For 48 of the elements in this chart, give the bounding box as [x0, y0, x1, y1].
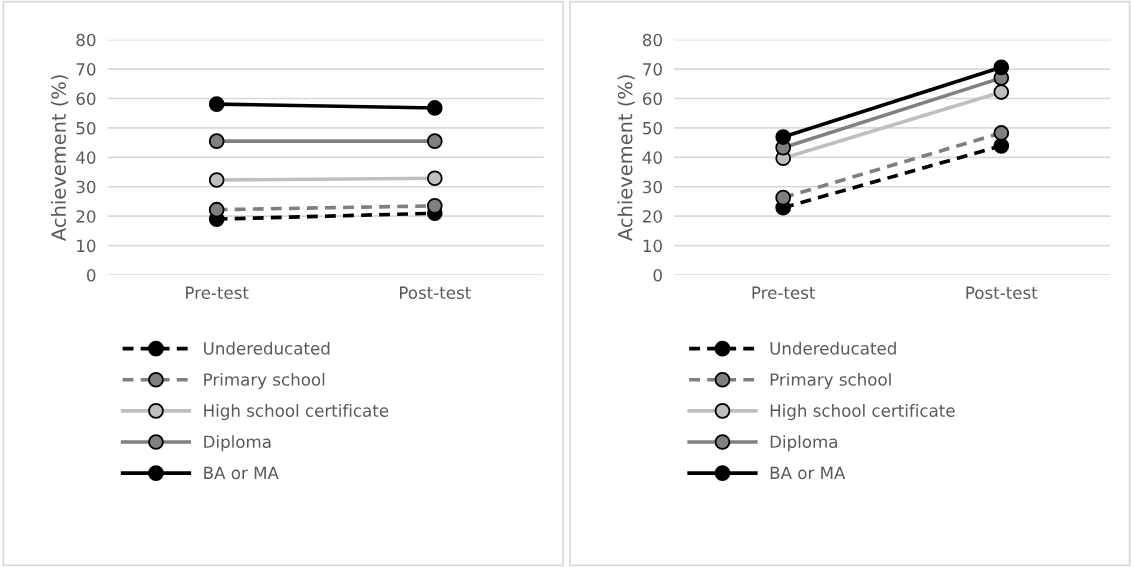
y-tick-label: 60	[76, 92, 96, 106]
point	[208, 201, 225, 218]
y-axis-title: Achievement (%)	[617, 75, 635, 241]
point	[993, 138, 1010, 154]
legend-label: BA or MA	[770, 466, 846, 480]
legend-label: Undereducated	[770, 341, 896, 355]
y-tick-label: 10	[77, 239, 96, 253]
y-tick-label: 60	[642, 92, 662, 106]
legend-label: Undereducated	[204, 341, 330, 355]
y-tick-label: 70	[76, 63, 96, 76]
y-tick-label: 50	[76, 121, 96, 135]
y-tick-label: 50	[643, 121, 662, 135]
point	[775, 129, 792, 145]
y-tick-label: 80	[76, 33, 96, 47]
legend-label: High school certificate	[204, 404, 389, 421]
y-tick-label: 80	[642, 33, 662, 47]
y-axis-title: Achievement (%)	[50, 75, 69, 241]
x-tick-label: Post-test	[966, 286, 1038, 300]
point	[208, 172, 225, 188]
y-tick-label: 40	[76, 151, 96, 164]
point	[426, 100, 443, 116]
y-tick-label: 40	[642, 151, 662, 164]
point	[993, 59, 1010, 76]
y-tick-label: 0	[87, 268, 96, 282]
y-tick-label: 30	[643, 180, 662, 194]
point	[426, 133, 443, 150]
legend-label: High school certificate	[770, 404, 955, 421]
point	[208, 133, 225, 150]
legend-label: Diploma	[770, 435, 837, 452]
legend-label: Primary school	[770, 372, 891, 390]
legend-label: Primary school	[204, 372, 325, 390]
y-tick-label: 20	[76, 210, 96, 223]
point	[426, 170, 443, 187]
y-tick-label: 70	[643, 63, 662, 76]
x-tick-label: Pre-test	[186, 286, 249, 300]
y-tick-label: 0	[653, 268, 662, 282]
legend-label: Diploma	[204, 435, 271, 452]
point	[775, 189, 792, 206]
point	[993, 125, 1010, 141]
point	[426, 198, 443, 214]
point	[993, 84, 1010, 100]
x-tick-label: Post-test	[399, 286, 471, 300]
y-tick-label: 20	[643, 210, 662, 223]
y-tick-label: 30	[76, 180, 96, 194]
y-tick-label: 10	[643, 239, 662, 253]
x-tick-label: Pre-test	[752, 286, 816, 300]
legend-label: BA or MA	[204, 466, 279, 480]
point	[208, 96, 225, 112]
